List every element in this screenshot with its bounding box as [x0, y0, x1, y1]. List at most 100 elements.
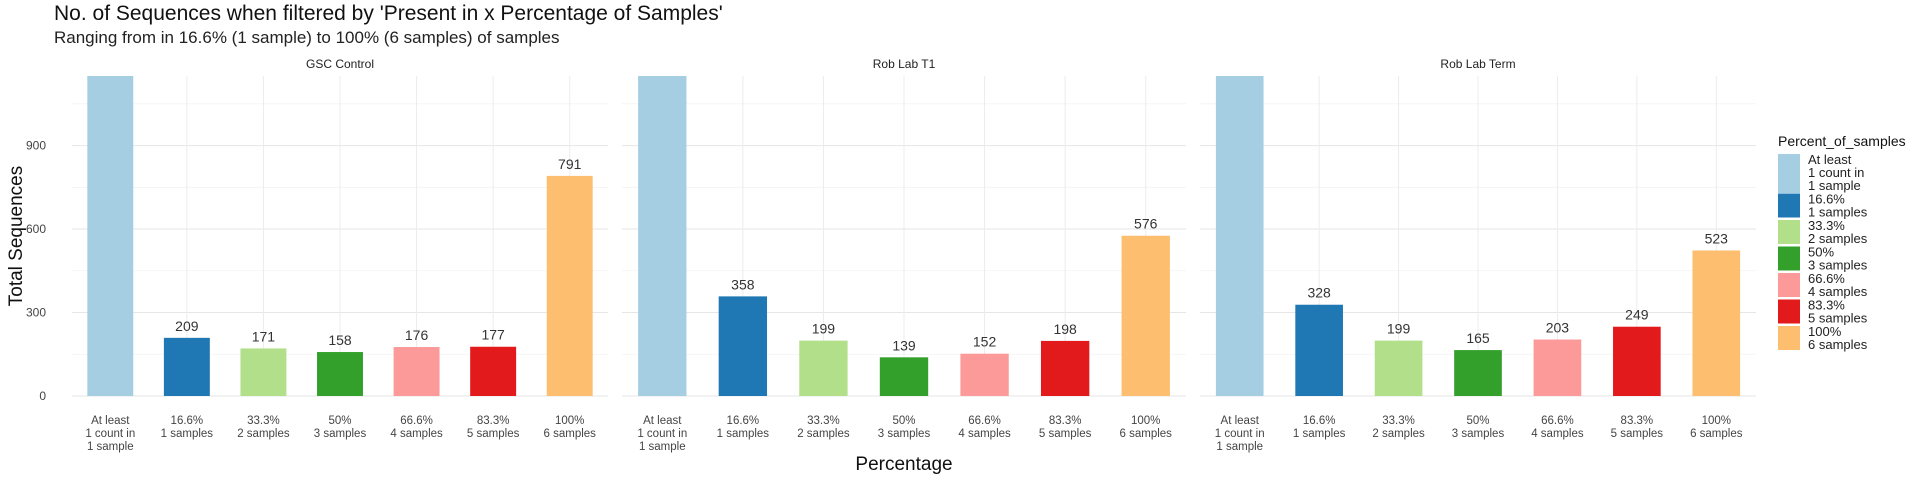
- bar: [1374, 340, 1423, 396]
- facet-title: Rob Lab T1: [873, 57, 936, 71]
- legend-label: 66.6%: [1808, 271, 1845, 286]
- x-tick-label: 3 samples: [1452, 428, 1505, 440]
- bar-value-label: 203: [1546, 320, 1570, 336]
- x-tick-label: 16.6%: [1303, 415, 1336, 427]
- bar-value-label: 199: [1387, 321, 1411, 337]
- x-tick-label: At least: [643, 415, 682, 427]
- bar: [1040, 340, 1090, 396]
- bar: [1121, 235, 1170, 396]
- bar-value-label: 209: [175, 318, 199, 334]
- x-tick-label: 83.3%: [1049, 415, 1082, 427]
- bar-value-label: 199: [812, 321, 836, 337]
- legend-label: 1 sample: [1808, 178, 1861, 193]
- x-tick-label: 1 sample: [639, 441, 686, 453]
- x-tick-label: 83.3%: [477, 415, 510, 427]
- x-tick-label: 6 samples: [1120, 428, 1173, 440]
- x-tick-label: 3 samples: [314, 428, 367, 440]
- y-tick-label: 600: [26, 222, 46, 236]
- x-tick-label: 50%: [892, 415, 915, 427]
- legend-label: 83.3%: [1808, 298, 1845, 313]
- bar-value-label: 139: [892, 337, 916, 353]
- x-tick-label: 100%: [1131, 415, 1160, 427]
- legend-label: 100%: [1808, 324, 1842, 339]
- y-tick-label: 900: [26, 139, 46, 153]
- chart-subtitle: Ranging from in 16.6% (1 sample) to 100%…: [54, 28, 560, 47]
- x-tick-label: 4 samples: [1531, 428, 1584, 440]
- bar: [1692, 250, 1741, 396]
- legend-label: At least: [1808, 152, 1852, 167]
- bar-value-label: 791: [558, 156, 582, 172]
- x-tick-label: 6 samples: [544, 428, 597, 440]
- bar-value-label: 576: [1134, 216, 1158, 232]
- bar: [1454, 350, 1502, 396]
- bar-value-label: 358: [731, 276, 755, 292]
- y-axis-title: Total Sequences: [6, 166, 27, 307]
- legend-key: [1778, 154, 1800, 193]
- bar-value-label: 328: [1307, 285, 1331, 301]
- legend-label: 33.3%: [1808, 218, 1845, 233]
- bar-value-label: 171: [252, 328, 276, 344]
- chart-title: No. of Sequences when filtered by 'Prese…: [54, 2, 723, 25]
- y-tick-label: 0: [39, 389, 46, 403]
- bar: [638, 76, 687, 396]
- bar-value-label: 523: [1705, 230, 1729, 246]
- legend-key: [1778, 220, 1800, 244]
- bar: [163, 337, 210, 396]
- x-tick-label: 5 samples: [1611, 428, 1664, 440]
- x-tick-label: 33.3%: [1382, 415, 1415, 427]
- bar-value-label: 158: [328, 332, 352, 348]
- x-tick-label: 1 samples: [161, 428, 214, 440]
- bar: [879, 357, 929, 396]
- bar-value-label: 177: [481, 327, 505, 343]
- bar: [960, 353, 1009, 396]
- bar: [393, 347, 440, 396]
- bar: [317, 352, 363, 396]
- legend-key: [1778, 273, 1800, 297]
- x-tick-label: At least: [91, 415, 130, 427]
- bar: [799, 340, 848, 396]
- legend-key: [1778, 193, 1800, 218]
- x-tick-label: 2 samples: [237, 428, 290, 440]
- bar: [240, 348, 287, 396]
- bar: [1215, 76, 1264, 396]
- bar: [470, 346, 517, 396]
- x-tick-label: 33.3%: [807, 415, 840, 427]
- bar-value-label: 152: [973, 334, 997, 350]
- legend-title: Percent_of_samples: [1778, 133, 1906, 149]
- x-tick-label: 1 sample: [1216, 441, 1263, 453]
- legend-label: 50%: [1808, 245, 1834, 260]
- x-tick-label: 6 samples: [1690, 428, 1743, 440]
- legend-key: [1778, 246, 1800, 271]
- x-tick-label: 2 samples: [1372, 428, 1425, 440]
- legend-label: 6 samples: [1808, 337, 1868, 352]
- x-tick-label: At least: [1221, 415, 1260, 427]
- legend-label: 16.6%: [1808, 192, 1845, 207]
- bar-value-label: 249: [1625, 307, 1649, 323]
- legend-label: 1 samples: [1808, 205, 1868, 220]
- y-tick-label: 300: [26, 306, 46, 320]
- facet-title: Rob Lab Term: [1440, 57, 1515, 71]
- x-tick-label: 1 sample: [87, 441, 134, 453]
- x-tick-label: 1 count in: [637, 428, 687, 440]
- x-tick-label: 50%: [1466, 415, 1489, 427]
- x-tick-label: 1 samples: [717, 428, 770, 440]
- bar: [718, 296, 768, 396]
- bar: [1295, 304, 1343, 396]
- legend-key: [1778, 326, 1800, 350]
- x-tick-label: 1 count in: [1215, 428, 1265, 440]
- x-tick-label: 1 count in: [85, 428, 135, 440]
- x-tick-label: 66.6%: [968, 415, 1001, 427]
- bar-value-label: 165: [1466, 330, 1490, 346]
- x-tick-label: 100%: [555, 415, 584, 427]
- facet-title: GSC Control: [306, 57, 374, 71]
- x-tick-label: 4 samples: [958, 428, 1011, 440]
- x-tick-label: 4 samples: [390, 428, 443, 440]
- legend-label: 3 samples: [1808, 258, 1868, 273]
- x-tick-label: 100%: [1702, 415, 1731, 427]
- x-tick-label: 5 samples: [467, 428, 520, 440]
- x-axis-title: Percentage: [855, 454, 952, 475]
- x-tick-label: 50%: [328, 415, 351, 427]
- bar-value-label: 198: [1053, 321, 1077, 337]
- x-tick-label: 16.6%: [171, 415, 204, 427]
